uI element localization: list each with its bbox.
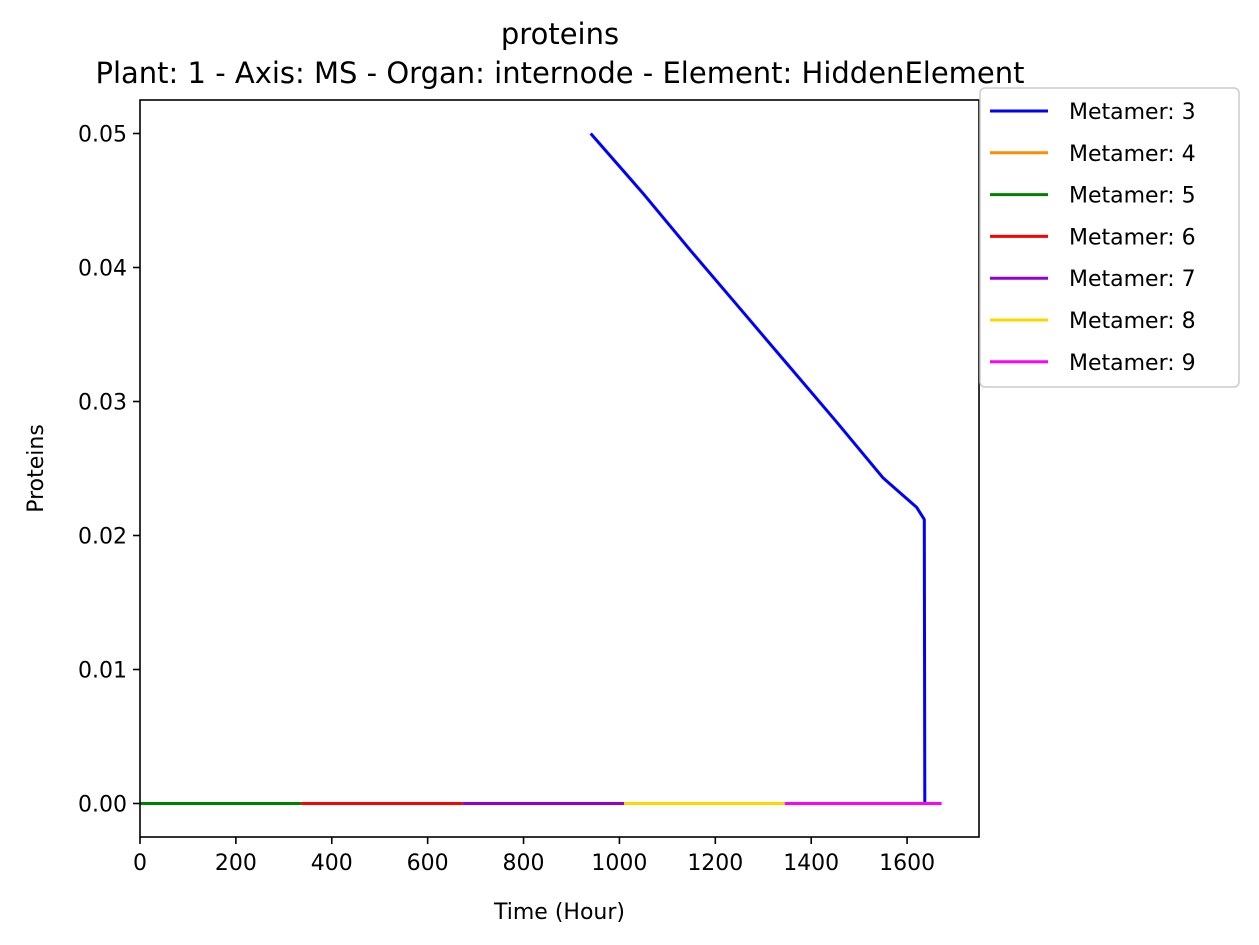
legend-label: Metamer: 3 (1069, 100, 1196, 125)
x-tick-label: 0 (133, 851, 147, 876)
y-tick-label: 0.00 (78, 793, 127, 818)
legend-label: Metamer: 8 (1069, 309, 1196, 334)
x-tick-label: 800 (503, 851, 545, 876)
series-layer (140, 132, 942, 805)
legend-label: Metamer: 7 (1069, 267, 1196, 292)
x-tick-label: 1400 (783, 851, 839, 876)
legend-label: Metamer: 4 (1069, 142, 1196, 167)
series-line-1 (589, 132, 927, 805)
x-tick-label: 200 (215, 851, 257, 876)
chart-title: proteins (501, 17, 619, 51)
legend-label: Metamer: 5 (1069, 184, 1196, 209)
x-tick-label: 600 (407, 851, 449, 876)
y-tick-label: 0.03 (78, 391, 127, 416)
x-axis: 0 200 400 600 800 1000 1200 1400 1600 (133, 837, 935, 876)
legend-label: Metamer: 6 (1069, 225, 1196, 250)
chart-subtitle: Plant: 1 - Axis: MS - Organ: internode -… (95, 56, 1024, 90)
y-tick-label: 0.02 (78, 525, 127, 550)
x-tick-label: 1200 (687, 851, 743, 876)
y-tick-label: 0.04 (78, 257, 127, 282)
legend: Metamer: 3 Metamer: 4 Metamer: 5 Metamer: 6… (979, 87, 1240, 388)
y-axis: 0.00 0.01 0.02 0.03 0.04 0.05 (78, 123, 140, 818)
legend-label: Metamer: 9 (1069, 351, 1196, 376)
x-axis-label: Time (Hour) (493, 900, 625, 925)
y-tick-label: 0.05 (78, 123, 127, 148)
x-tick-label: 400 (311, 851, 353, 876)
legend-frame (979, 87, 1240, 388)
plot-frame (139, 99, 980, 838)
x-tick-label: 1600 (879, 851, 935, 876)
y-tick-label: 0.01 (78, 659, 127, 684)
x-tick-label: 1000 (591, 851, 647, 876)
y-axis-label: Proteins (24, 424, 49, 513)
